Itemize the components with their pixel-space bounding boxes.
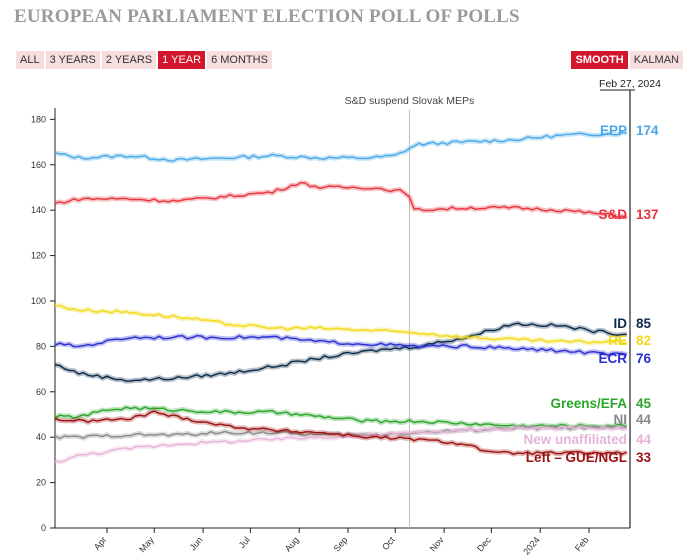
series-value-s-d: 137 bbox=[636, 207, 659, 222]
y-tick-label: 100 bbox=[31, 296, 46, 306]
y-tick-label: 120 bbox=[31, 251, 46, 261]
range-button-2-years[interactable]: 2 YEARS bbox=[101, 51, 157, 69]
x-tick-label: Apr bbox=[92, 535, 109, 552]
series-value-left-gue-ngl: 33 bbox=[636, 450, 652, 465]
series-label-s-d: S&D bbox=[598, 207, 627, 222]
range-button-all[interactable]: ALL bbox=[16, 51, 44, 69]
x-tick-label: Jun bbox=[188, 535, 205, 553]
y-tick-label: 40 bbox=[36, 432, 46, 442]
range-button-6-months[interactable]: 6 MONTHS bbox=[207, 51, 272, 69]
y-tick-label: 20 bbox=[36, 478, 46, 488]
x-tick-label: Sep bbox=[332, 535, 350, 554]
annotation-label: S&D suspend Slovak MEPs bbox=[345, 95, 475, 107]
x-tick-label: Feb bbox=[573, 535, 591, 553]
mode-button-smooth[interactable]: SMOOTH bbox=[571, 51, 628, 69]
series-value-re: 82 bbox=[636, 333, 651, 348]
series-label-new-unaffiliated: New unaffiliated bbox=[523, 432, 627, 447]
series-line-new-unaffiliated bbox=[54, 426, 627, 463]
page-title: EUROPEAN PARLIAMENT ELECTION POLL OF POL… bbox=[14, 6, 520, 27]
x-tick-label: Dec bbox=[475, 534, 493, 553]
range-button-group: ALL 3 YEARS 2 YEARS 1 YEAR 6 MONTHS bbox=[16, 51, 272, 69]
x-tick-label: May bbox=[137, 534, 156, 554]
x-tick-label: 2024 bbox=[521, 535, 542, 557]
x-tick-label: Jul bbox=[237, 535, 252, 550]
y-tick-label: 140 bbox=[31, 205, 46, 215]
series-value-ni: 44 bbox=[636, 412, 652, 427]
series-value-ecr: 76 bbox=[636, 351, 652, 366]
series-value-epp: 174 bbox=[636, 123, 659, 138]
series-line-s-d bbox=[54, 182, 628, 219]
x-tick-label: Aug bbox=[283, 535, 301, 554]
series-line-id bbox=[54, 322, 627, 382]
y-tick-label: 180 bbox=[31, 114, 46, 124]
mode-button-group: SMOOTH KALMAN bbox=[571, 51, 683, 69]
y-tick-label: 60 bbox=[36, 387, 46, 397]
y-tick-label: 80 bbox=[36, 341, 46, 351]
x-tick-label: Nov bbox=[428, 534, 446, 553]
series-label-ni: NI bbox=[614, 412, 628, 427]
y-tick-label: 160 bbox=[31, 160, 46, 170]
y-tick-label: 0 bbox=[41, 523, 46, 533]
x-tick-label: Oct bbox=[380, 534, 397, 552]
range-button-1-year[interactable]: 1 YEAR bbox=[158, 51, 206, 69]
series-value-id: 85 bbox=[636, 316, 652, 331]
end-date-label: Feb 27, 2024 bbox=[599, 78, 661, 90]
series-label-left-gue-ngl: Left – GUE/NGL bbox=[526, 450, 627, 465]
series-value-new-unaffiliated: 44 bbox=[636, 432, 652, 447]
series-label-id: ID bbox=[614, 316, 628, 331]
series-band-s-d bbox=[54, 180, 628, 221]
series-line-ecr bbox=[54, 335, 627, 356]
range-button-3-years[interactable]: 3 YEARS bbox=[45, 51, 100, 69]
series-label-ecr: ECR bbox=[598, 351, 627, 366]
series-band-id bbox=[54, 320, 627, 384]
series-label-epp: EPP bbox=[600, 123, 627, 138]
series-label-re: RE bbox=[608, 333, 627, 348]
series-line-epp bbox=[54, 131, 627, 162]
series-label-greens-efa: Greens/EFA bbox=[550, 396, 627, 411]
series-line-left-gue-ngl bbox=[54, 410, 628, 456]
series-value-greens-efa: 45 bbox=[636, 396, 652, 411]
series-line-re bbox=[54, 304, 627, 344]
mode-button-kalman[interactable]: KALMAN bbox=[629, 51, 683, 69]
